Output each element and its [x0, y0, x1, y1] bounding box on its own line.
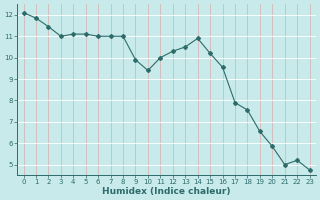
- X-axis label: Humidex (Indice chaleur): Humidex (Indice chaleur): [102, 187, 231, 196]
